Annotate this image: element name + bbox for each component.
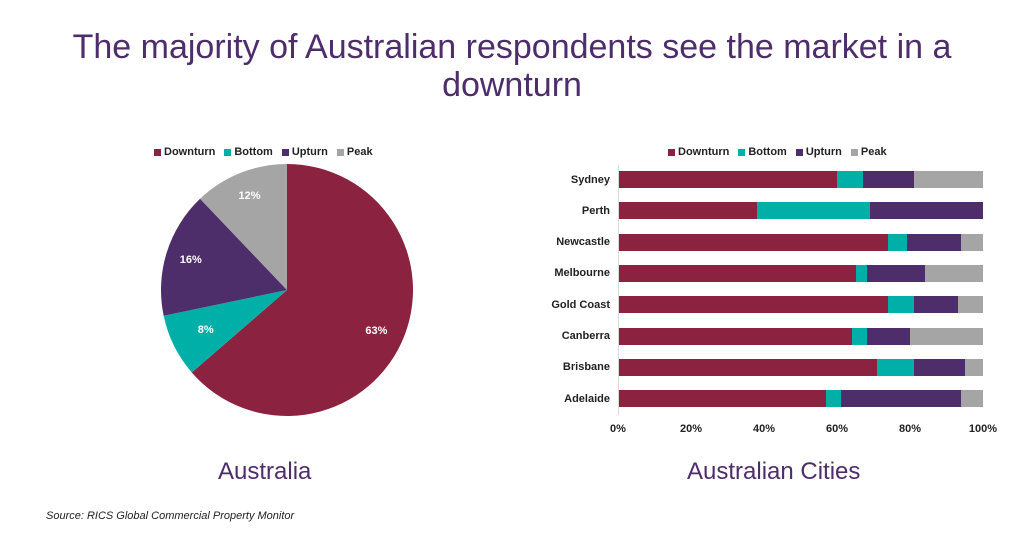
x-tick-label: 80%: [898, 423, 922, 435]
legend-swatch: [668, 148, 675, 156]
bar-segment-upturn: [862, 171, 914, 188]
bar-segment-bottom: [888, 296, 914, 314]
legend-item-upturn: Upturn: [795, 146, 842, 158]
legend-item-downturn: Downturn: [668, 146, 729, 158]
pie-caption: Australia: [218, 458, 312, 485]
category-label: Canberra: [561, 330, 610, 342]
legend-item-peak: Peak: [850, 146, 887, 158]
pie-slice-peak: [200, 164, 287, 290]
bar-segment-bottom: [855, 264, 867, 282]
legend-label: Upturn: [805, 146, 842, 158]
x-tick-label: 40%: [752, 423, 776, 435]
bar-row-perth: [619, 202, 983, 220]
bar-segment-upturn: [866, 327, 911, 345]
legend-label: Downturn: [678, 146, 730, 158]
category-label: Sydney: [570, 173, 610, 186]
x-tick-label: 60%: [825, 423, 849, 435]
pie-data-label: 63%: [365, 324, 388, 337]
bar-segment-peak: [961, 233, 983, 251]
bar-legend: Downturn Bottom Upturn Peak: [668, 146, 887, 158]
legend-swatch: [738, 148, 746, 156]
bar-segment-upturn: [870, 202, 983, 220]
bar-segment-peak: [910, 327, 983, 345]
bar-segment-bottom: [851, 327, 867, 345]
bar-segment-downturn: [619, 202, 758, 220]
bar-row-adelaide: [619, 390, 983, 408]
bar-segment-downturn: [619, 233, 889, 251]
bar-row-brisbane: [619, 358, 983, 376]
bar-segment-peak: [961, 390, 983, 408]
source-note: Source: RICS Global Commercial Property …: [46, 510, 295, 522]
legend-swatch: [850, 148, 858, 156]
legend-swatch: [281, 148, 289, 156]
bar-segment-upturn: [841, 390, 962, 408]
legend-label: Bottom: [234, 146, 273, 158]
bar-segment-upturn: [913, 296, 958, 314]
legend-label: Upturn: [291, 146, 328, 158]
x-tick-label: 20%: [679, 423, 703, 435]
bar-segment-bottom: [826, 390, 842, 408]
pie-data-label: 12%: [238, 190, 261, 203]
pie-data-label: 8%: [197, 324, 214, 337]
y-axis-line: [618, 165, 619, 415]
pie-slice-upturn: [161, 198, 287, 316]
bar-segment-bottom: [837, 171, 863, 188]
bar-caption: Australian Cities: [687, 458, 861, 485]
legend-label: Bottom: [748, 146, 787, 158]
pie-slice-bottom: [163, 290, 287, 373]
bar-segment-peak: [957, 296, 983, 314]
bar-segment-upturn: [866, 264, 925, 282]
legend-label: Peak: [346, 146, 373, 158]
bar-segment-peak: [913, 171, 983, 188]
category-label: Newcastle: [556, 236, 610, 249]
legend-swatch: [224, 148, 232, 156]
bar-segment-bottom: [757, 202, 871, 220]
bar-segment-upturn: [913, 358, 965, 376]
bar-segment-downturn: [619, 296, 889, 314]
bar-segment-peak: [924, 264, 983, 282]
category-label: Melbourne: [554, 267, 610, 280]
bar-row-gold-coast: [619, 296, 983, 314]
bar-row-newcastle: [619, 233, 983, 251]
page-title: The majority of Australian respondents s…: [72, 28, 952, 104]
legend-item-peak: Peak: [336, 146, 373, 158]
x-tick-label: 100%: [968, 423, 998, 435]
pie-data-label: 16%: [179, 254, 202, 267]
x-tick-label: 0%: [610, 423, 626, 435]
pie-legend: Downturn Bottom Upturn Peak: [154, 146, 373, 158]
bar-segment-downturn: [619, 390, 827, 408]
bar-segment-downturn: [619, 264, 856, 282]
bar-segment-downturn: [619, 327, 852, 345]
bar-segment-peak: [964, 358, 983, 376]
bar-segment-bottom: [888, 233, 907, 251]
bar-row-sydney: [619, 171, 983, 188]
bar-segment-upturn: [906, 233, 962, 251]
bar-segment-downturn: [619, 171, 838, 188]
category-label: Brisbane: [562, 361, 610, 374]
bar-segment-bottom: [877, 358, 914, 376]
legend-label: Downturn: [164, 146, 216, 158]
legend-item-upturn: Upturn: [281, 146, 328, 158]
bar-row-canberra: [619, 327, 983, 345]
category-label: Perth: [581, 204, 610, 217]
legend-swatch: [795, 148, 803, 156]
pie-slice-downturn: [191, 164, 413, 417]
legend-swatch: [154, 148, 161, 156]
legend-item-bottom: Bottom: [738, 146, 787, 158]
category-label: Adelaide: [564, 392, 610, 405]
legend-label: Peak: [860, 146, 887, 158]
category-label: Gold Coast: [551, 298, 610, 311]
legend-item-bottom: Bottom: [224, 146, 273, 158]
bar-row-melbourne: [619, 264, 983, 282]
legend-swatch: [336, 148, 344, 156]
bar-segment-downturn: [619, 358, 878, 376]
legend-item-downturn: Downturn: [154, 146, 215, 158]
